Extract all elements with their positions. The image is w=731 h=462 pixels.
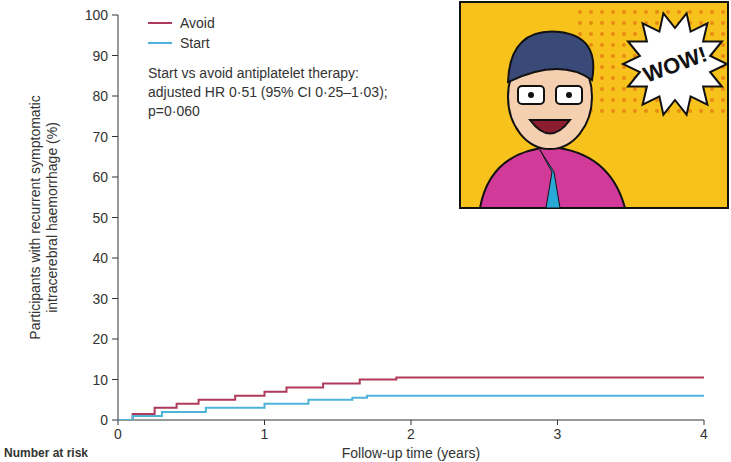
y-axis-title: Participants with recurrent symptomatici… (27, 95, 60, 339)
legend-label: Avoid (180, 15, 215, 31)
y-tick (112, 258, 118, 259)
y-tick-label: 70 (92, 129, 108, 145)
annotation: p=0·060 (148, 103, 200, 119)
x-tick-label: 3 (554, 426, 562, 442)
x-tick (557, 420, 558, 425)
x-axis-title: Follow-up time (years) (342, 445, 480, 461)
y-tick-label: 50 (92, 210, 108, 226)
y-tick-label: 30 (92, 291, 108, 307)
image-text: WOW! (640, 41, 711, 87)
x-tick (411, 420, 412, 425)
chart: 0 10 20 30 40 50 60 70 80 90 100 0 1 2 3 4 Follow-up tim… (0, 0, 731, 462)
step-line (118, 377, 704, 420)
y-tick (112, 379, 118, 380)
plot-area (118, 377, 704, 420)
y-tick (112, 298, 118, 299)
y-tick-label: 40 (92, 250, 108, 266)
y-tick (112, 420, 118, 421)
y-tick (112, 339, 118, 340)
y-tick (112, 136, 118, 137)
x-tick (704, 420, 705, 425)
cartoon-image: WOW! (460, 2, 728, 208)
y-tick (112, 55, 118, 56)
y-tick-label: 20 (92, 331, 108, 347)
x-tick-label: 1 (261, 426, 269, 442)
legend-label: Start (180, 35, 210, 51)
x-tick-label: 2 (407, 426, 415, 442)
y-tick-label: 0 (100, 412, 108, 428)
y-tick-label: 100 (85, 7, 109, 23)
x-tick-label: 4 (700, 426, 708, 442)
x-tick (118, 420, 119, 425)
footer-text: Number at risk (4, 446, 88, 460)
legend-swatch (148, 42, 172, 44)
y-tick (112, 177, 118, 178)
annotation: Start vs avoid antiplatelet therapy: (148, 65, 359, 81)
y-tick-label: 80 (92, 88, 108, 104)
y-tick-label: 10 (92, 372, 108, 388)
y-tick (112, 96, 118, 97)
y-tick-label: 60 (92, 169, 108, 185)
y-tick (112, 217, 118, 218)
y-tick (112, 15, 118, 16)
y-tick-label: 90 (92, 48, 108, 64)
step-line (118, 396, 704, 420)
legend-swatch (148, 22, 172, 24)
annotation: adjusted HR 0·51 (95% CI 0·25–1·03); (148, 84, 388, 100)
x-tick (264, 420, 265, 425)
x-tick-label: 0 (114, 426, 122, 442)
